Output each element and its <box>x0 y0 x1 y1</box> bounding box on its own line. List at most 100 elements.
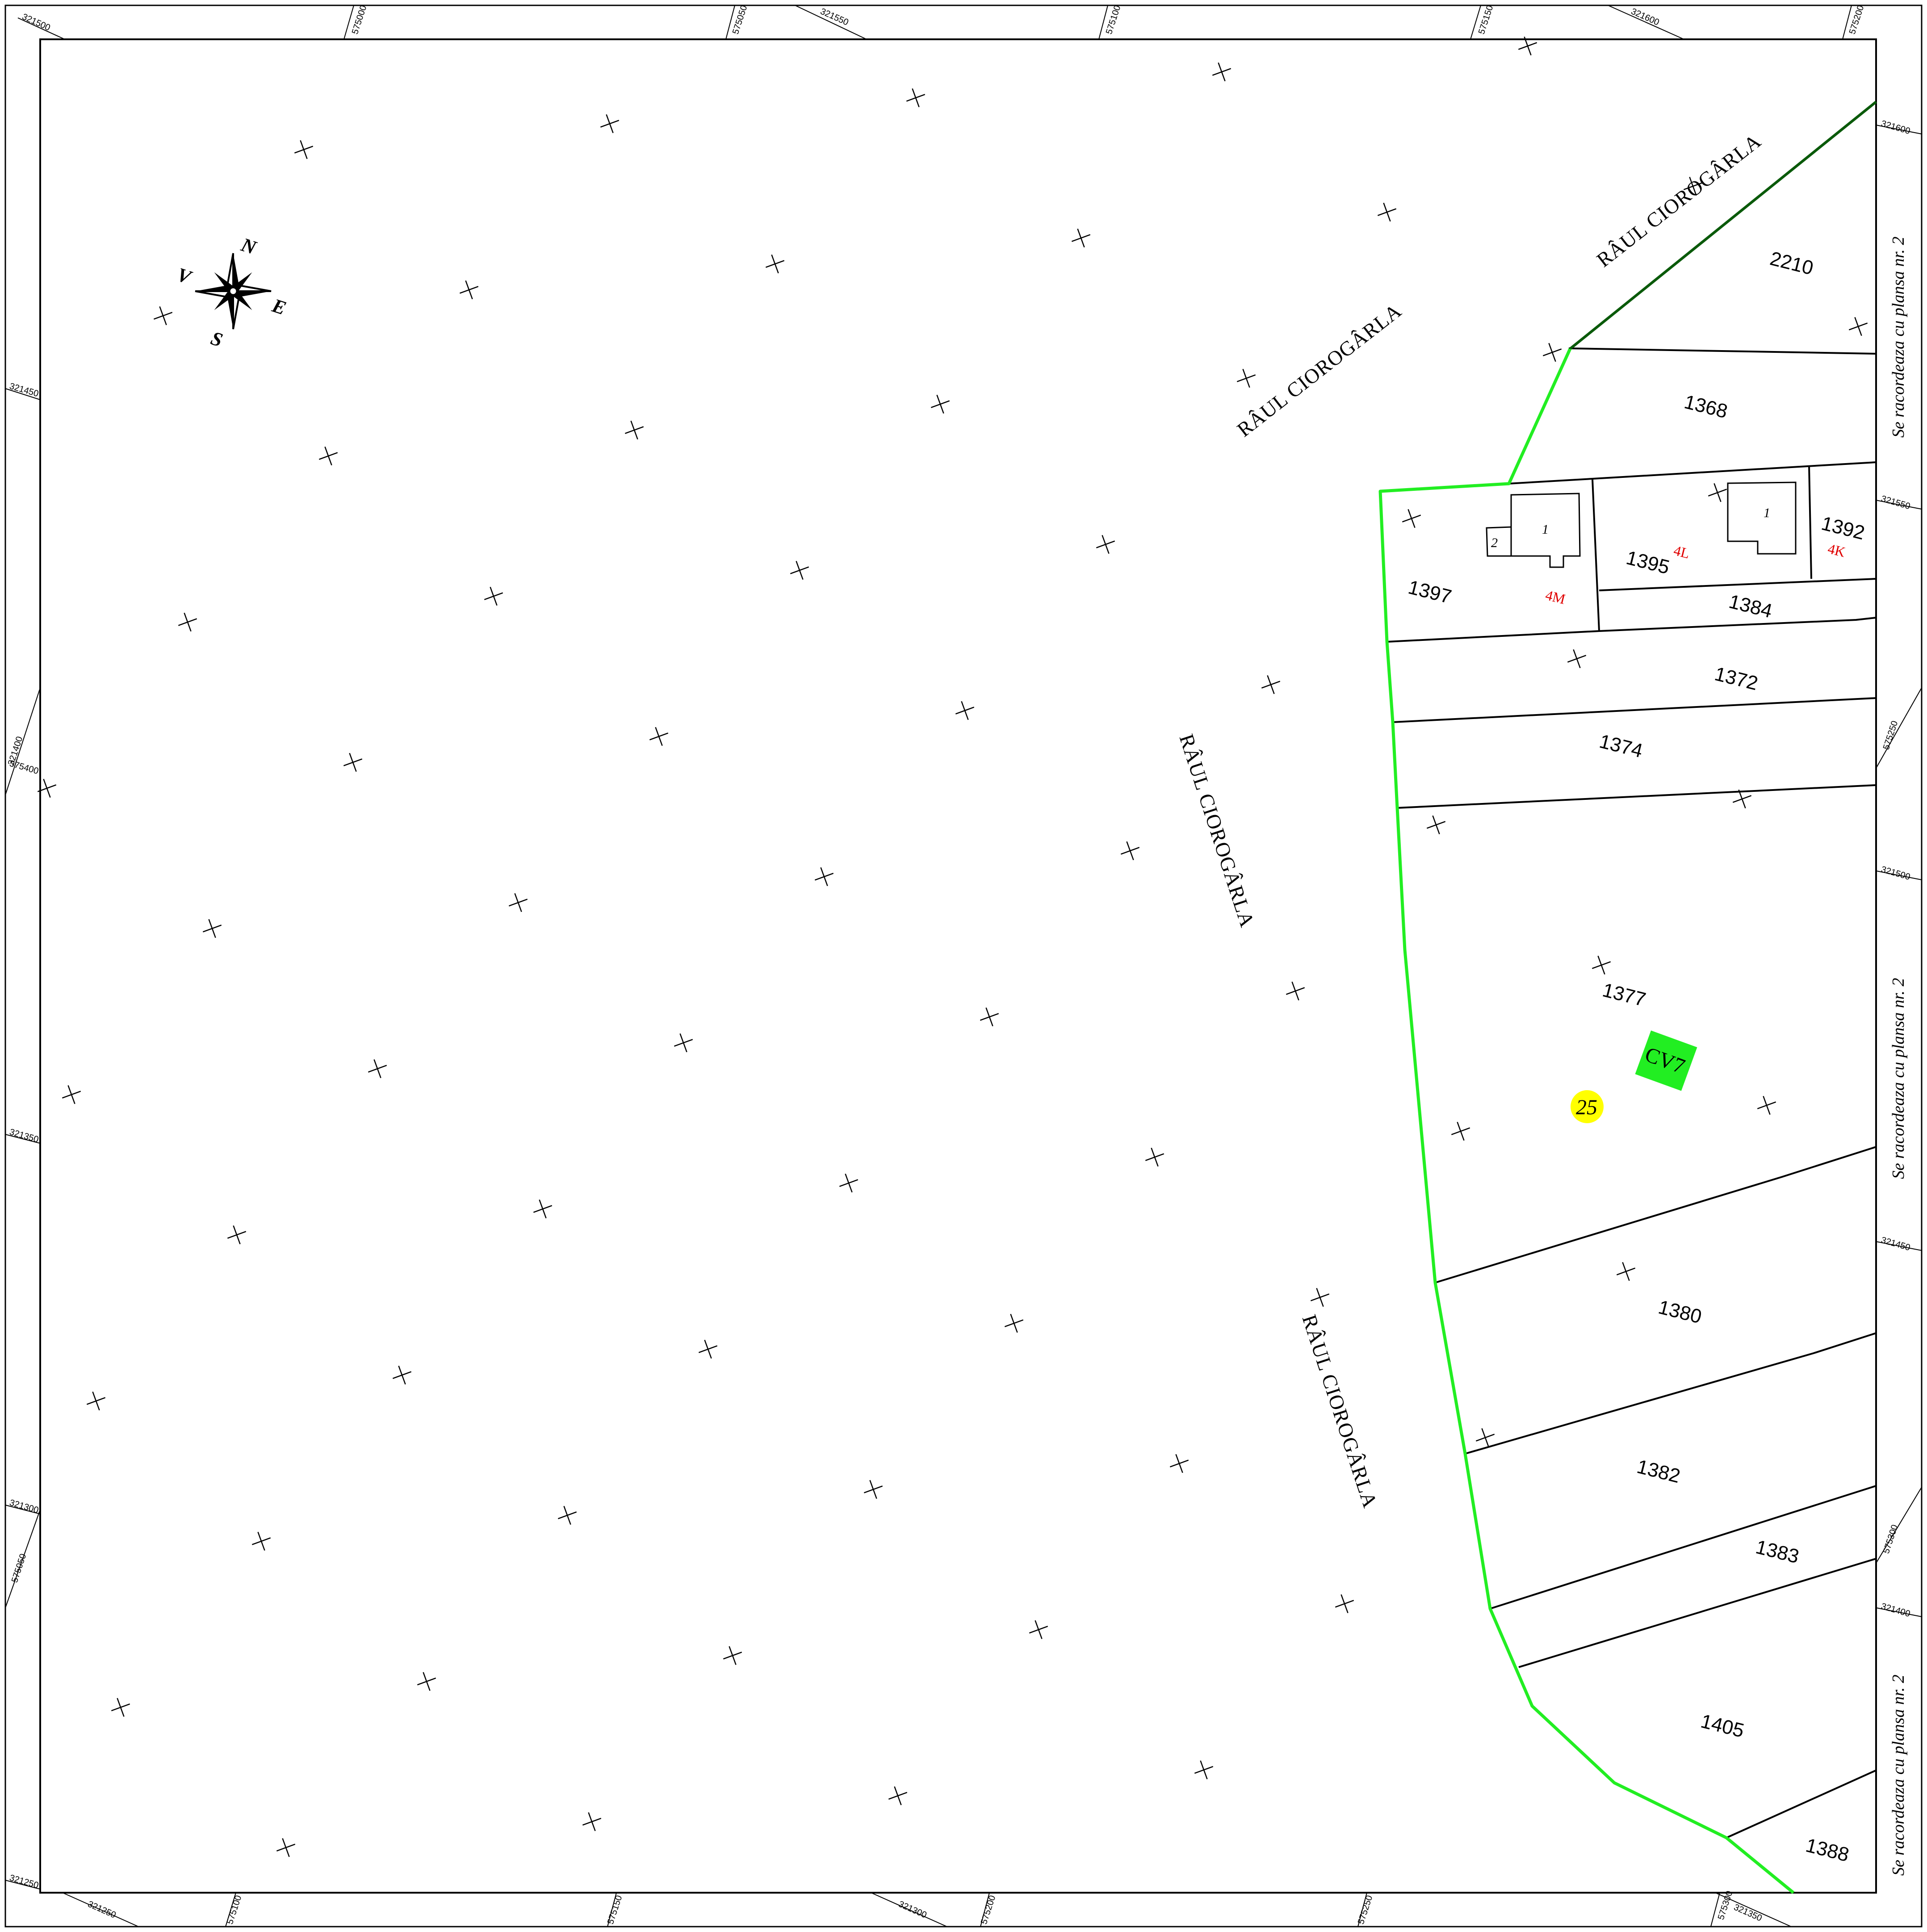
grid-label: 321250 <box>86 1899 117 1920</box>
grid-cross <box>674 1033 693 1053</box>
parcel-1382: 1382 <box>1635 1455 1683 1487</box>
grid-label: 321500 <box>1880 865 1911 882</box>
grid-cross <box>343 753 363 772</box>
outer-frame <box>4 4 1923 1928</box>
grid-cross <box>1402 509 1421 528</box>
parcel-1384: 1384 <box>1727 590 1775 622</box>
grid-cross <box>294 140 314 159</box>
grid-cross <box>1475 1428 1495 1447</box>
parcel-1405: 1405 <box>1699 1710 1747 1742</box>
grid-cross <box>863 1480 883 1499</box>
parcel-lines <box>1387 347 1877 1839</box>
grid-cross <box>153 306 173 326</box>
grid-cross <box>1212 62 1232 82</box>
grid-cross <box>484 586 503 606</box>
river-label-middle: RÂUL CIOROGÂRLA <box>1175 731 1259 930</box>
grid-crosses <box>37 36 1868 1857</box>
grid-cross <box>1848 317 1868 336</box>
grid-label: 575250 <box>1356 1894 1375 1925</box>
side-note-bottom: Se racordeaza cu plansa nr. 2 <box>1889 1675 1908 1876</box>
side-note-middle: Se racordeaza cu plansa nr. 2 <box>1889 978 1908 1179</box>
parcel-1380: 1380 <box>1656 1296 1704 1328</box>
side-note-top: Se racordeaza cu plansa nr. 2 <box>1889 237 1908 438</box>
grid-cross <box>624 420 644 440</box>
building-right <box>1727 481 1797 555</box>
parcel-1368: 1368 <box>1682 391 1730 422</box>
grid-label: 575150 <box>606 1894 624 1925</box>
grid-cross <box>790 560 809 580</box>
grid-cross <box>1518 36 1537 56</box>
grid-cross <box>649 727 669 746</box>
grid-cross <box>227 1225 247 1245</box>
river-label-top-right: RÂUL CIOROGÂRLA <box>1592 130 1765 272</box>
grid-labels-bottom: 321250 575100 575150 321300 575200 57525… <box>86 1890 1764 1925</box>
parcel-1372: 1372 <box>1713 663 1760 694</box>
red-label-4m: 4M <box>1544 587 1567 607</box>
compass-e: E <box>269 294 289 319</box>
parcel-1374: 1374 <box>1597 730 1645 762</box>
grid-cross <box>1004 1313 1024 1333</box>
point-25-label: 25 <box>1576 1096 1597 1119</box>
grid-cross <box>178 612 197 632</box>
grid-label: 321450 <box>1880 1235 1911 1253</box>
river-label-bottom: RÂUL CIOROGÂRLA <box>1298 1312 1382 1510</box>
grid-cross <box>1071 228 1091 248</box>
grid-labels-left: 321450 321400 575400 321350 321300 57505… <box>6 381 40 1891</box>
grid-cross <box>1236 368 1256 388</box>
grid-label: 575200 <box>979 1894 998 1925</box>
parcel-1388: 1388 <box>1804 1834 1852 1866</box>
grid-cross <box>1426 815 1446 835</box>
point-25-marker: 25 <box>1571 1090 1604 1123</box>
grid-cross <box>37 778 57 798</box>
compass-n: N <box>238 234 260 259</box>
grid-cross <box>723 1646 742 1665</box>
parcel-1395: 1395 <box>1624 547 1672 578</box>
grid-label: 321300 <box>8 1498 40 1516</box>
grid-cross <box>1145 1147 1165 1167</box>
grid-cross <box>1592 955 1611 975</box>
building-left-annex-label: 2 <box>1491 535 1498 550</box>
grid-cross <box>111 1698 130 1717</box>
cv7-marker: CV7 <box>1635 1030 1697 1091</box>
grid-cross <box>1708 483 1727 502</box>
grid-cross <box>765 254 785 274</box>
grid-cross <box>508 893 528 912</box>
parcel-2210: 2210 <box>1768 247 1816 279</box>
grid-cross <box>839 1173 859 1193</box>
grid-cross <box>1683 176 1703 196</box>
grid-cross <box>1120 841 1140 861</box>
grid-label: 321400 <box>1880 1602 1911 1619</box>
grid-cross <box>906 88 926 108</box>
grid-cross <box>62 1085 81 1104</box>
grid-label: 321450 <box>8 381 40 399</box>
grid-label: 321250 <box>8 1873 40 1891</box>
parcel-1392: 1392 <box>1819 512 1867 544</box>
grid-label: 321300 <box>897 1899 928 1920</box>
grid-cross <box>1732 789 1752 809</box>
grid-cross <box>1194 1760 1214 1780</box>
grid-cross <box>600 114 620 134</box>
parcel-1377: 1377 <box>1600 979 1648 1011</box>
map-frame <box>39 38 1877 1894</box>
grid-cross <box>1542 343 1562 362</box>
compass-v: V <box>174 263 195 289</box>
grid-cross <box>955 701 975 720</box>
dark-green-boundary <box>1569 100 1877 350</box>
grid-label: 321350 <box>8 1127 40 1145</box>
grid-label: 321600 <box>1880 119 1911 137</box>
parcel-1397: 1397 <box>1406 576 1454 608</box>
grid-cross <box>1169 1454 1189 1473</box>
grid-cross <box>417 1672 436 1691</box>
grid-cross <box>251 1531 271 1551</box>
grid-cross <box>533 1199 553 1219</box>
grid-labels-top: 321500 575000 575050 321550 575100 57515… <box>21 4 1866 35</box>
grid-cross <box>1377 202 1397 222</box>
river-label-top: RÂUL CIOROGÂRLA <box>1233 299 1406 441</box>
grid-cross <box>980 1007 999 1027</box>
grid-cross <box>1310 1288 1330 1307</box>
grid-cross <box>276 1838 296 1857</box>
red-label-4l: 4L <box>1672 542 1691 562</box>
grid-cross <box>202 919 222 938</box>
grid-label: 321550 <box>1880 494 1911 512</box>
